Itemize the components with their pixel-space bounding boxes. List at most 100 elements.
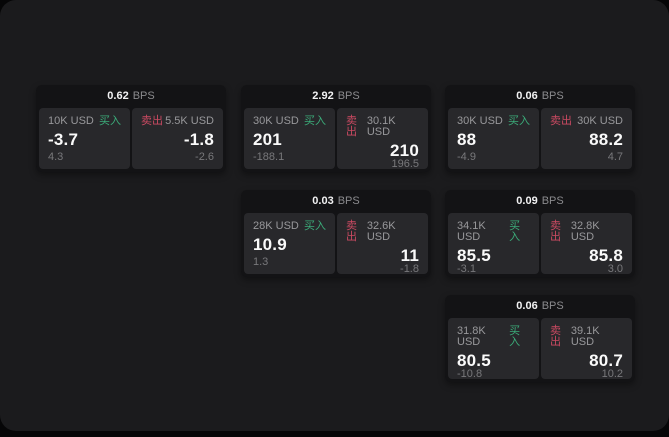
buy-amount: 31.8K USD bbox=[457, 325, 486, 348]
buy-side-label: 买入 bbox=[509, 220, 521, 243]
sell-side-label: 卖出 bbox=[141, 115, 163, 127]
buy-tile-header: 31.8K USD 买入 bbox=[457, 326, 530, 348]
buy-tile-header: 30K USD 买入 bbox=[253, 116, 326, 127]
quote-body: 30K USD 买入 201 -188.1 卖出 30.1K USD 210 1… bbox=[241, 108, 431, 170]
sell-sub-value: -1.8 bbox=[400, 263, 419, 275]
buy-price: 10.9 bbox=[253, 235, 287, 254]
quote-card: 0.62 BPS 10K USD 买入 -3.7 4.3 卖出 5.5K USD… bbox=[36, 85, 226, 172]
buy-tile-header: 34.1K USD 买入 bbox=[457, 221, 530, 243]
buy-price: 85.5 bbox=[457, 246, 491, 265]
sell-quote-tile[interactable]: 卖出 39.1K USD 80.7 10.2 bbox=[541, 318, 632, 380]
buy-sub-value: -10.8 bbox=[457, 368, 483, 380]
spread-value: 0.06 bbox=[516, 90, 538, 102]
sell-price: 85.8 bbox=[589, 246, 623, 265]
buy-price: 88 bbox=[457, 130, 477, 149]
buy-sub-value: -3.1 bbox=[457, 263, 476, 275]
buy-price: 201 bbox=[253, 130, 282, 149]
spread-value: 0.09 bbox=[516, 195, 538, 207]
buy-quote-tile[interactable]: 30K USD 买入 88 -4.9 bbox=[448, 108, 539, 169]
bps-unit-label: BPS bbox=[541, 195, 564, 207]
spread-header: 0.62 BPS bbox=[36, 85, 226, 108]
buy-tile-header: 30K USD 买入 bbox=[457, 116, 530, 127]
bps-unit-label: BPS bbox=[541, 90, 564, 102]
sell-amount: 32.6K USD bbox=[366, 220, 396, 243]
buy-price: 80.5 bbox=[457, 351, 491, 370]
quote-card: 0.09 BPS 34.1K USD 买入 85.5 -3.1 卖出 32.8K… bbox=[445, 190, 635, 277]
buy-sub-value: 1.3 bbox=[253, 256, 269, 268]
buy-amount: 28K USD bbox=[253, 220, 299, 232]
buy-side-label: 买入 bbox=[508, 115, 530, 127]
spread-header: 0.06 BPS bbox=[445, 85, 635, 108]
spread-value: 0.62 bbox=[107, 90, 129, 102]
buy-side-label: 买入 bbox=[304, 115, 326, 127]
sell-price: 88.2 bbox=[589, 130, 623, 149]
buy-tile-header: 10K USD 买入 bbox=[48, 116, 121, 127]
bps-unit-label: BPS bbox=[132, 90, 155, 102]
sell-quote-tile[interactable]: 卖出 30K USD 88.2 4.7 bbox=[541, 108, 632, 169]
quote-body: 34.1K USD 买入 85.5 -3.1 卖出 32.8K USD 85.8… bbox=[445, 213, 635, 275]
sell-side-label: 卖出 bbox=[550, 325, 561, 348]
sell-price: -1.8 bbox=[183, 130, 214, 149]
sell-quote-tile[interactable]: 卖出 32.6K USD 11 -1.8 bbox=[337, 213, 428, 275]
quote-body: 10K USD 买入 -3.7 4.3 卖出 5.5K USD -1.8 -2.… bbox=[36, 108, 226, 169]
sell-amount: 30K USD bbox=[577, 115, 623, 127]
sell-tile-header: 卖出 32.6K USD bbox=[346, 221, 419, 243]
sell-side-label: 卖出 bbox=[346, 115, 357, 138]
sell-sub-value: -2.6 bbox=[195, 151, 214, 163]
buy-amount: 34.1K USD bbox=[457, 220, 486, 243]
quote-card: 0.06 BPS 30K USD 买入 88 -4.9 卖出 30K USD 8… bbox=[445, 85, 635, 172]
quote-card: 0.03 BPS 28K USD 买入 10.9 1.3 卖出 32.6K US… bbox=[241, 190, 431, 277]
spread-value: 0.03 bbox=[312, 195, 334, 207]
sell-amount: 5.5K USD bbox=[165, 115, 214, 127]
sell-price: 210 bbox=[390, 141, 419, 160]
spread-value: 2.92 bbox=[312, 90, 334, 102]
quote-body: 30K USD 买入 88 -4.9 卖出 30K USD 88.2 4.7 bbox=[445, 108, 635, 169]
sell-quote-tile[interactable]: 卖出 5.5K USD -1.8 -2.6 bbox=[132, 108, 223, 169]
bps-unit-label: BPS bbox=[337, 90, 360, 102]
buy-quote-tile[interactable]: 28K USD 买入 10.9 1.3 bbox=[244, 213, 335, 274]
buy-quote-tile[interactable]: 10K USD 买入 -3.7 4.3 bbox=[39, 108, 130, 169]
buy-side-label: 买入 bbox=[99, 115, 121, 127]
buy-amount: 10K USD bbox=[48, 115, 94, 127]
sell-sub-value: 10.2 bbox=[601, 368, 623, 380]
sell-amount: 32.8K USD bbox=[570, 220, 600, 243]
sell-amount: 30.1K USD bbox=[366, 115, 396, 138]
buy-side-label: 买入 bbox=[304, 220, 326, 232]
bps-unit-label: BPS bbox=[541, 300, 564, 312]
buy-price: -3.7 bbox=[48, 130, 79, 149]
buy-side-label: 买入 bbox=[509, 325, 521, 348]
sell-side-label: 卖出 bbox=[550, 220, 561, 243]
sell-side-label: 卖出 bbox=[550, 115, 572, 127]
buy-amount: 30K USD bbox=[457, 115, 503, 127]
buy-quote-tile[interactable]: 30K USD 买入 201 -188.1 bbox=[244, 108, 335, 169]
buy-tile-header: 28K USD 买入 bbox=[253, 221, 326, 232]
spread-header: 0.09 BPS bbox=[445, 190, 635, 213]
sell-price: 11 bbox=[400, 246, 419, 265]
quote-card: 0.06 BPS 31.8K USD 买入 80.5 -10.8 卖出 39.1… bbox=[445, 295, 635, 382]
spread-header: 2.92 BPS bbox=[241, 85, 431, 108]
sell-tile-header: 卖出 39.1K USD bbox=[550, 326, 623, 348]
sell-tile-header: 卖出 30K USD bbox=[550, 116, 623, 127]
spread-value: 0.06 bbox=[516, 300, 538, 312]
sell-quote-tile[interactable]: 卖出 32.8K USD 85.8 3.0 bbox=[541, 213, 632, 275]
buy-sub-value: -188.1 bbox=[253, 151, 285, 163]
quote-card: 2.92 BPS 30K USD 买入 201 -188.1 卖出 30.1K … bbox=[241, 85, 431, 172]
spread-header: 0.03 BPS bbox=[241, 190, 431, 213]
buy-sub-value: -4.9 bbox=[457, 151, 476, 163]
buy-sub-value: 4.3 bbox=[48, 151, 64, 163]
sell-tile-header: 卖出 30.1K USD bbox=[346, 116, 419, 138]
sell-sub-value: 196.5 bbox=[391, 158, 419, 170]
bps-unit-label: BPS bbox=[337, 195, 360, 207]
quote-body: 31.8K USD 买入 80.5 -10.8 卖出 39.1K USD 80.… bbox=[445, 318, 635, 380]
sell-tile-header: 卖出 32.8K USD bbox=[550, 221, 623, 243]
quote-body: 28K USD 买入 10.9 1.3 卖出 32.6K USD 11 -1.8 bbox=[241, 213, 431, 275]
sell-tile-header: 卖出 5.5K USD bbox=[141, 116, 214, 127]
sell-side-label: 卖出 bbox=[346, 220, 357, 243]
spread-header: 0.06 BPS bbox=[445, 295, 635, 318]
buy-quote-tile[interactable]: 31.8K USD 买入 80.5 -10.8 bbox=[448, 318, 539, 380]
sell-quote-tile[interactable]: 卖出 30.1K USD 210 196.5 bbox=[337, 108, 428, 170]
sell-price: 80.7 bbox=[589, 351, 623, 370]
buy-quote-tile[interactable]: 34.1K USD 买入 85.5 -3.1 bbox=[448, 213, 539, 275]
buy-amount: 30K USD bbox=[253, 115, 299, 127]
